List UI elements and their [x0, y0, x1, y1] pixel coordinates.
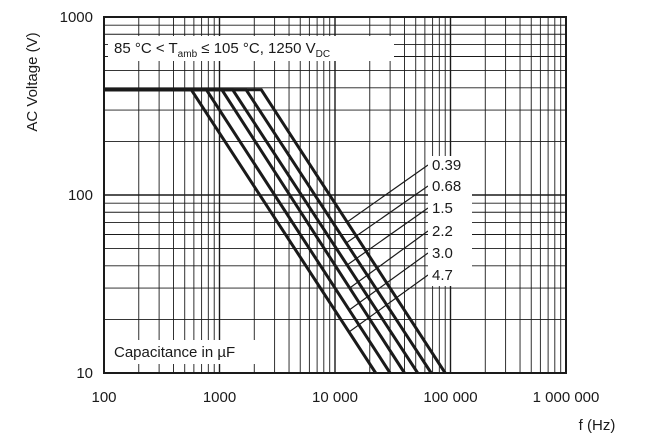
condition-box-background	[108, 36, 394, 61]
series-label-4-7: 4.7	[432, 267, 453, 284]
series-label-1-5: 1.5	[432, 200, 453, 217]
legend-title-background	[108, 340, 274, 364]
leader-line-4-7	[348, 274, 429, 333]
condition-text-pre: 85 °C < T	[114, 40, 178, 57]
x-tick-label: 100	[91, 389, 116, 406]
y-axis-title: AC Voltage (V)	[24, 32, 41, 131]
legend-labels: 0.39 0.68 1.5 2.2 3.0 4.7	[428, 156, 472, 286]
x-tick-label: 100 000	[423, 389, 477, 406]
series-label-3-0: 3.0	[432, 245, 453, 262]
series-label-0-39: 0.39	[432, 157, 461, 174]
legend-title: Capacitance in µF	[114, 344, 235, 361]
x-tick-label: 1000	[203, 389, 236, 406]
leader-line-2-2	[349, 230, 429, 289]
y-tick-label: 1000	[60, 9, 93, 26]
leader-line-1-5	[346, 207, 429, 266]
y-tick-labels: 10 100 1000	[60, 9, 93, 382]
condition-box: 85 °C < Tamb ≤ 105 °C, 1250 VDC	[108, 36, 394, 61]
legend-labels-background	[428, 156, 472, 286]
y-tick-label: 100	[68, 187, 93, 204]
grid-layer	[104, 17, 566, 373]
plot-frame	[103, 16, 567, 374]
condition-text-sub-dc: DC	[316, 49, 330, 60]
series-label-0-68: 0.68	[432, 178, 461, 195]
leader-layer	[345, 164, 429, 333]
leader-line-3-0	[348, 252, 429, 311]
x-tick-label: 10 000	[312, 389, 358, 406]
leader-line-0-68	[345, 185, 429, 244]
series-line-1-5	[104, 88, 419, 374]
series-layer	[104, 88, 447, 374]
y-tick-label: 10	[76, 365, 93, 382]
series-label-2-2: 2.2	[432, 223, 453, 240]
condition-text: 85 °C < Tamb ≤ 105 °C, 1250 VDC	[114, 40, 330, 60]
x-axis-title: f (Hz)	[579, 417, 616, 434]
series-line-0-68	[104, 88, 433, 374]
condition-text-sub-amb: amb	[178, 49, 198, 60]
leader-line-0-39	[346, 164, 429, 223]
legend-title-box: Capacitance in µF	[108, 340, 274, 364]
x-tick-label: 1 000 000	[533, 389, 600, 406]
condition-text-mid: ≤ 105 °C, 1250 V	[197, 40, 315, 57]
x-tick-labels: 100 1000 10 000 100 000 1 000 000	[91, 389, 599, 406]
series-line-4-7	[104, 88, 377, 374]
